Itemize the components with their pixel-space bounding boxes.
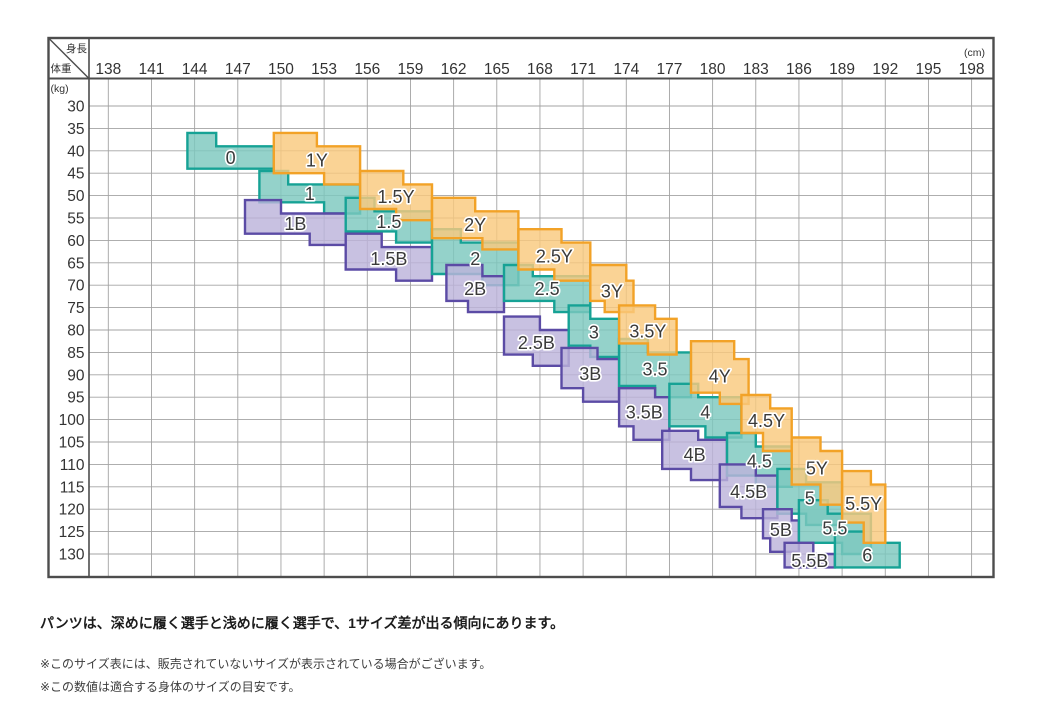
header-diagonal-line	[48, 38, 90, 79]
x-tick-147: 147	[225, 61, 251, 78]
size-label-1.5B: 1.5B	[370, 249, 407, 269]
size-label-2B: 2B	[464, 279, 486, 299]
x-tick-153: 153	[311, 61, 337, 78]
x-tick-177: 177	[657, 61, 683, 78]
x-tick-171: 171	[570, 61, 596, 78]
header-texts: 身長 体重 (cm) (kg)	[51, 42, 986, 95]
size-label-5.5B: 5.5B	[791, 551, 828, 571]
y-tick-100: 100	[59, 412, 85, 429]
size-label-4.5Y: 4.5Y	[748, 411, 785, 431]
footer-title: パンツは、深めに履く選手と浅めに履く選手で、1サイズ差が出る傾向にあります。	[40, 615, 565, 631]
size-label-5B: 5B	[770, 520, 792, 540]
footer-note-2: ※この数値は適合する身体のサイズの目安です。	[40, 680, 301, 694]
y-tick-65: 65	[67, 255, 84, 272]
size-label-3B: 3B	[579, 364, 601, 384]
size-label-1B: 1B	[284, 214, 306, 234]
size-label-4.5B: 4.5B	[730, 482, 767, 502]
size-label-3.5: 3.5	[643, 360, 668, 380]
size-label-4.5: 4.5	[747, 452, 772, 472]
size-label-4Y: 4Y	[709, 366, 731, 386]
y-tick-110: 110	[60, 457, 85, 474]
size-label-2.5B: 2.5B	[518, 333, 555, 353]
size-label-2Y: 2Y	[464, 215, 486, 235]
size-label-2: 2	[470, 249, 480, 269]
size-label-6: 6	[862, 546, 872, 566]
size-label-0: 0	[226, 148, 236, 168]
y-tick-55: 55	[67, 211, 84, 228]
size-label-1.5: 1.5	[376, 212, 401, 232]
y-tick-70: 70	[67, 278, 85, 295]
y-tick-130: 130	[59, 547, 85, 564]
x-tick-192: 192	[872, 61, 898, 78]
y-tick-85: 85	[67, 345, 84, 362]
size-label-1Y: 1Y	[306, 150, 328, 170]
y-tick-50: 50	[67, 188, 85, 205]
y-tick-120: 120	[59, 502, 85, 519]
x-tick-183: 183	[743, 61, 769, 78]
y-tick-95: 95	[67, 390, 84, 407]
x-tick-150: 150	[268, 61, 294, 78]
size-region-1.5B	[344, 232, 434, 282]
size-label-4B: 4B	[684, 445, 706, 465]
x-tick-195: 195	[915, 61, 941, 78]
x-tick-180: 180	[700, 61, 726, 78]
size-region-2B	[445, 263, 506, 314]
size-chart: 0 1Y 1 1.5Y 1B 1.5 2Y 1.5B 2 2.5Y 2B 2.5 3Y 2.5B 3 3.5Y…	[47, 36, 995, 579]
size-region-3.5Y	[617, 304, 678, 356]
x-axis-ticks: 138 141 144 147 150 153 156 159 162 165 168 171 174 1…	[95, 61, 984, 78]
size-label-1: 1	[305, 184, 315, 204]
x-tick-189: 189	[829, 61, 855, 78]
size-label-5: 5	[805, 489, 815, 509]
x-tick-144: 144	[182, 61, 208, 78]
size-region-5.5Y	[840, 469, 887, 544]
chart-frame	[47, 36, 995, 579]
y-tick-125: 125	[59, 524, 85, 541]
y-tick-35: 35	[67, 121, 84, 138]
size-label-5.5: 5.5	[822, 519, 847, 539]
y-tick-30: 30	[67, 99, 85, 116]
y-tick-105: 105	[59, 435, 85, 452]
size-label-3: 3	[589, 323, 599, 343]
size-blocks	[186, 131, 901, 569]
x-tick-159: 159	[398, 61, 424, 78]
size-label-2.5: 2.5	[535, 279, 560, 299]
size-label-3Y: 3Y	[601, 281, 623, 301]
x-tick-156: 156	[354, 61, 380, 78]
size-label-4: 4	[700, 402, 710, 422]
y-tick-75: 75	[67, 300, 84, 317]
y-tick-60: 60	[67, 233, 85, 250]
x-tick-165: 165	[484, 61, 510, 78]
x-tick-198: 198	[959, 61, 985, 78]
y-tick-80: 80	[67, 323, 85, 340]
size-label-2.5Y: 2.5Y	[536, 247, 573, 267]
y-tick-115: 115	[60, 479, 85, 496]
size-label-5.5Y: 5.5Y	[845, 494, 882, 514]
size-label-5Y: 5Y	[806, 458, 828, 478]
footer-note-1: ※このサイズ表には、販売されていないサイズが表示されている場合がございます。	[40, 657, 492, 671]
x-tick-174: 174	[613, 61, 639, 78]
x-tick-186: 186	[786, 61, 812, 78]
size-label-3.5Y: 3.5Y	[629, 322, 666, 342]
x-unit-label: (cm)	[964, 47, 985, 59]
y-tick-40: 40	[67, 143, 85, 160]
y-axis-ticks: 30 35 40 45 50 55 60 65 70 75 80 85 90 95 100 105 110 115…	[59, 99, 85, 564]
x-tick-162: 162	[441, 61, 467, 78]
y-unit-label: (kg)	[51, 83, 69, 95]
x-tick-168: 168	[527, 61, 553, 78]
size-block-labels: 0 1Y 1 1.5Y 1B 1.5 2Y 1.5B 2 2.5Y 2B 2.5 3Y 2.5B 3 3.5Y…	[224, 146, 884, 572]
y-tick-45: 45	[67, 166, 84, 183]
y-axis-name: 体重	[51, 62, 72, 75]
x-tick-138: 138	[95, 61, 121, 78]
x-axis-name: 身長	[66, 42, 87, 55]
size-label-1.5Y: 1.5Y	[378, 187, 415, 207]
y-tick-90: 90	[67, 367, 85, 384]
x-tick-141: 141	[139, 61, 165, 78]
size-label-3.5B: 3.5B	[626, 402, 663, 422]
